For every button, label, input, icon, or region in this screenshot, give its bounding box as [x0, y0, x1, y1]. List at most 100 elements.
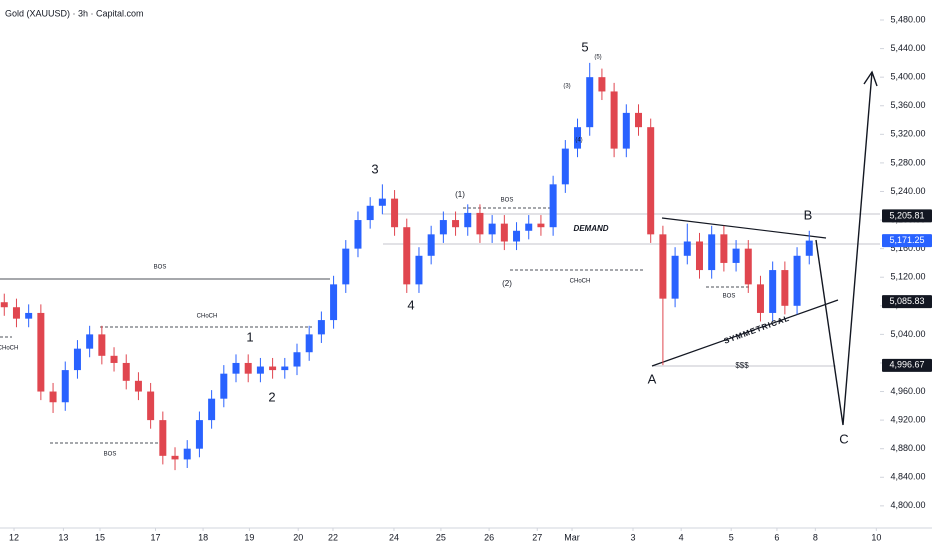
annotation: (5)	[594, 55, 601, 61]
x-tick-label: Mar	[564, 532, 580, 542]
candle-body	[720, 234, 728, 263]
candle	[647, 118, 655, 243]
candle-body	[37, 312, 45, 392]
candle-body	[439, 220, 447, 235]
y-tick-label: 5,280.00	[890, 157, 925, 167]
candle-body	[73, 348, 81, 371]
y-tick-label: 5,480.00	[890, 14, 925, 24]
candle	[500, 215, 508, 251]
candle	[635, 104, 643, 136]
annotation: DEMAND	[573, 224, 608, 233]
y-tick-label: 4,800.00	[890, 500, 925, 510]
candle	[427, 225, 435, 265]
x-tick-label: 19	[244, 532, 254, 542]
annotation: BOS	[104, 452, 117, 458]
price-label: 5,171.25	[889, 235, 924, 245]
y-tick-label: 5,360.00	[890, 100, 925, 110]
candle-body	[513, 230, 521, 242]
candle-body	[122, 362, 130, 381]
x-tick-label: 15	[95, 532, 105, 542]
price-label-box	[882, 295, 932, 309]
candle	[610, 82, 618, 158]
x-tick-label: 6	[774, 532, 779, 542]
candle	[415, 247, 423, 293]
candle-body	[86, 334, 94, 349]
candle-body	[98, 334, 106, 356]
price-label-box	[882, 234, 932, 248]
candle-body	[500, 223, 508, 242]
candle-body	[586, 77, 594, 128]
candle-body	[464, 212, 472, 228]
candle-body	[769, 270, 777, 313]
candle-body	[134, 380, 142, 392]
annotation: B	[804, 207, 813, 222]
candle	[744, 240, 752, 293]
candle-body	[574, 127, 582, 149]
annotation: A	[648, 371, 657, 386]
y-tick-label: 5,240.00	[890, 186, 925, 196]
candle-body	[635, 112, 643, 128]
annotation: C	[839, 431, 848, 446]
candle-body	[366, 205, 374, 221]
candle	[452, 211, 460, 236]
y-tick-label: 4,880.00	[890, 443, 925, 453]
candle	[256, 357, 264, 383]
candle-body	[561, 148, 569, 185]
candle-body	[659, 234, 667, 299]
candle-body	[732, 248, 740, 263]
candle	[403, 218, 411, 293]
candle-body	[330, 284, 338, 321]
annotation: (2)	[502, 279, 512, 288]
x-tick-label: 3	[631, 532, 636, 542]
candle	[756, 275, 764, 322]
candle-body	[537, 223, 545, 228]
candle-body	[342, 248, 350, 285]
candle-body	[232, 362, 240, 374]
candle-body	[671, 255, 679, 299]
candle	[683, 223, 691, 265]
candle-body	[208, 398, 216, 421]
candle	[37, 304, 45, 401]
candle-body	[61, 370, 69, 403]
candle-body	[415, 255, 423, 285]
candle-body	[147, 391, 155, 421]
x-tick-label: 4	[679, 532, 684, 542]
candle	[439, 211, 447, 243]
candle	[183, 440, 191, 468]
price-label-box	[882, 358, 932, 372]
candle-body	[683, 241, 691, 256]
candle	[122, 354, 130, 390]
candle-body	[171, 455, 179, 460]
annotation: BOS	[154, 265, 167, 271]
price-label: 5,085.83	[889, 296, 924, 306]
candle-body	[427, 234, 435, 256]
candle	[598, 68, 606, 101]
candle-body	[110, 355, 118, 363]
candle-body	[598, 77, 606, 92]
candle	[659, 225, 667, 366]
projection-arrow	[815, 71, 873, 426]
candle-body	[281, 366, 289, 371]
candle-body	[354, 220, 362, 249]
arrow-head	[863, 70, 878, 87]
candle-body	[549, 184, 557, 228]
candle-body	[378, 198, 386, 206]
candle	[86, 325, 94, 358]
candle	[708, 225, 716, 279]
candle-body	[183, 448, 191, 460]
candle-body	[0, 302, 8, 308]
candle-body	[708, 234, 716, 271]
candle-body	[293, 352, 301, 367]
annotation: BOS	[501, 198, 514, 204]
x-tick-label: 8	[813, 532, 818, 542]
candle-body	[793, 255, 801, 306]
candle-body	[525, 223, 533, 231]
candle-body	[476, 212, 484, 235]
x-tick-label: 22	[328, 532, 338, 542]
candle	[805, 230, 813, 265]
annotation: 3	[371, 161, 378, 176]
price-label: 5,205.81	[889, 210, 924, 220]
candle	[793, 247, 801, 315]
x-tick-label: 26	[484, 532, 494, 542]
x-tick-label: 24	[389, 532, 399, 542]
